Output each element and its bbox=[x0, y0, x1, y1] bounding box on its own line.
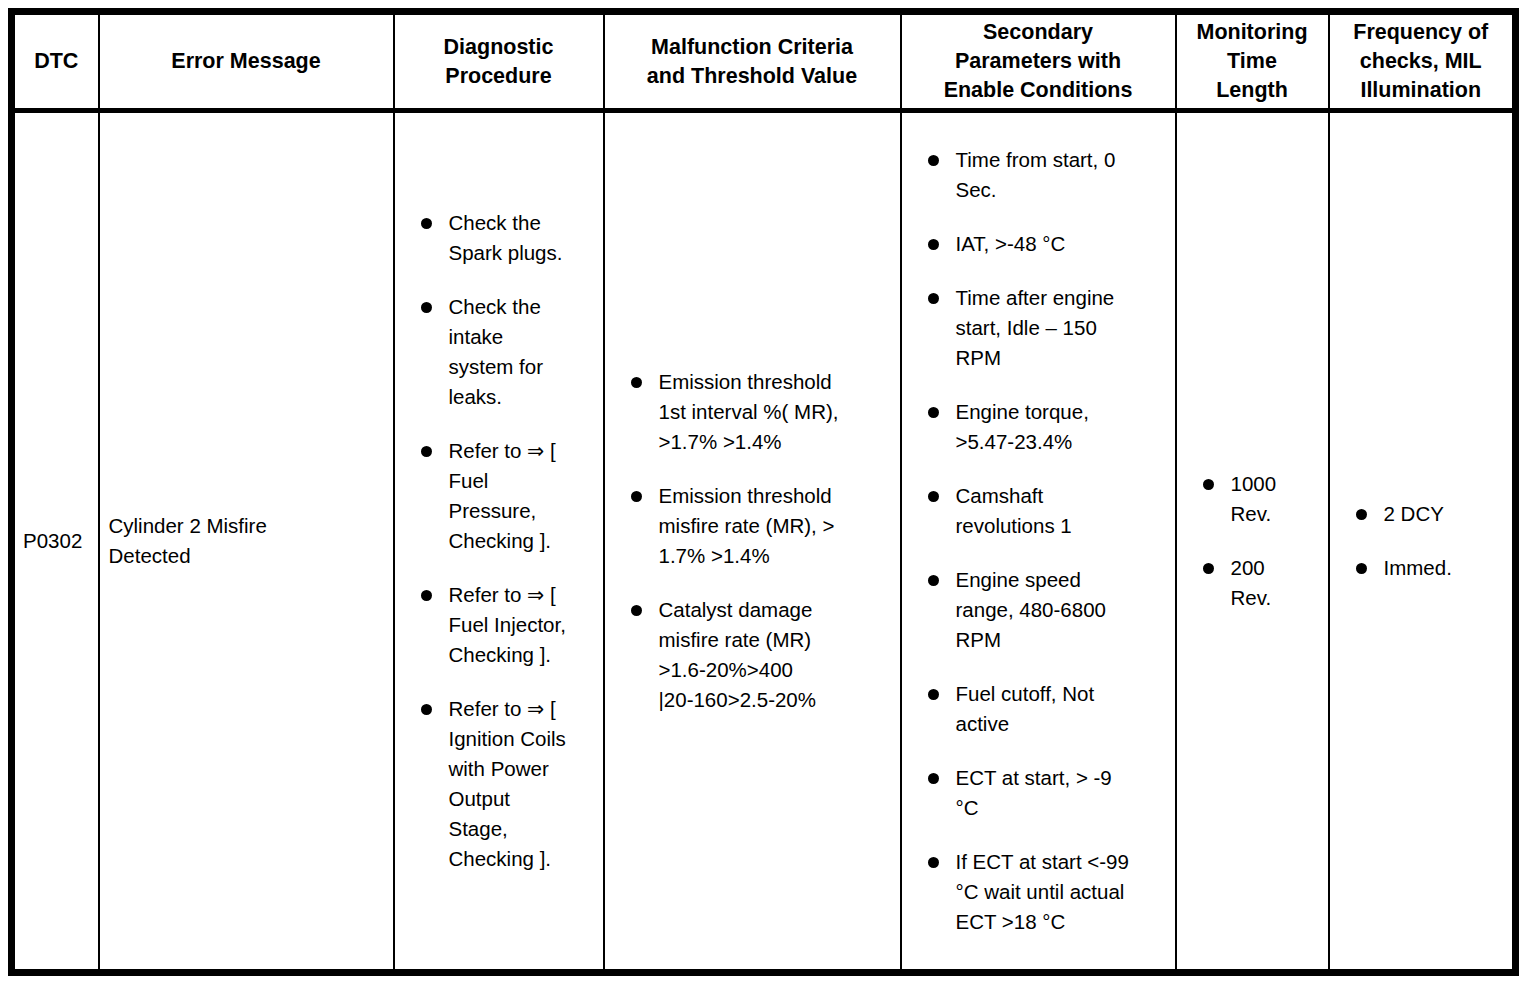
list-item: If ECT at start <-99 °C wait until actua… bbox=[928, 847, 1171, 937]
column-header-secondary-parameters: Secondary Parameters with Enable Conditi… bbox=[901, 12, 1176, 111]
bullet-icon bbox=[1203, 479, 1214, 490]
document-page: DTC Error Message Diagnostic Procedure M… bbox=[0, 0, 1520, 984]
list-item-text: Refer to ⇒ [ Ignition Coils with Power O… bbox=[449, 694, 566, 874]
list-item: ECT at start, > -9 °C bbox=[928, 763, 1171, 823]
monitoring-time-list: 1000 Rev. 200 Rev. bbox=[1177, 469, 1328, 613]
list-item: Refer to ⇒ [ Ignition Coils with Power O… bbox=[421, 694, 599, 874]
bullet-icon bbox=[631, 605, 642, 616]
diagnostic-procedure-list: Check the Spark plugs. Check the intake … bbox=[395, 208, 603, 874]
list-item: Time from start, 0 Sec. bbox=[928, 145, 1171, 205]
column-header-malfunction-criteria: Malfunction Criteria and Threshold Value bbox=[604, 12, 901, 111]
bullet-icon bbox=[421, 704, 432, 715]
column-header-error-message: Error Message bbox=[99, 12, 394, 111]
frequency-checks-cell: 2 DCY Immed. bbox=[1329, 111, 1516, 973]
bullet-icon bbox=[928, 407, 939, 418]
diagnostic-procedure-cell: Check the Spark plugs. Check the intake … bbox=[394, 111, 604, 973]
list-item-text: Engine speed range, 480-6800 RPM bbox=[956, 565, 1106, 655]
list-item-text: Immed. bbox=[1384, 553, 1452, 583]
list-item-text: IAT, >-48 °C bbox=[956, 229, 1066, 259]
list-item-text: 2 DCY bbox=[1384, 499, 1444, 529]
bullet-icon bbox=[928, 293, 939, 304]
bullet-icon bbox=[1356, 509, 1367, 520]
list-item-text: Check the Spark plugs. bbox=[449, 208, 563, 268]
list-item: 200 Rev. bbox=[1203, 553, 1324, 613]
list-item: Refer to ⇒ [ Fuel Pressure, Checking ]. bbox=[421, 436, 599, 556]
list-item: Check the Spark plugs. bbox=[421, 208, 599, 268]
list-item-text: Check the intake system for leaks. bbox=[449, 292, 544, 412]
list-item-text: Emission threshold misfire rate (MR), > … bbox=[659, 481, 835, 571]
dtc-table: DTC Error Message Diagnostic Procedure M… bbox=[8, 8, 1519, 976]
column-header-monitoring-time: Monitoring Time Length bbox=[1176, 12, 1329, 111]
list-item: Engine speed range, 480-6800 RPM bbox=[928, 565, 1171, 655]
bullet-icon bbox=[631, 377, 642, 388]
frequency-checks-list: 2 DCY Immed. bbox=[1330, 499, 1513, 583]
list-item-text: 200 Rev. bbox=[1231, 553, 1272, 613]
table-body: P0302 Cylinder 2 Misfire Detected Check … bbox=[12, 111, 1516, 973]
list-item: Immed. bbox=[1356, 553, 1509, 583]
list-item: IAT, >-48 °C bbox=[928, 229, 1171, 259]
list-item: Camshaft revolutions 1 bbox=[928, 481, 1171, 541]
column-header-diagnostic-procedure: Diagnostic Procedure bbox=[394, 12, 604, 111]
list-item: 2 DCY bbox=[1356, 499, 1509, 529]
list-item-text: Time after engine start, Idle – 150 RPM bbox=[956, 283, 1115, 373]
bullet-icon bbox=[421, 302, 432, 313]
list-item: Fuel cutoff, Not active bbox=[928, 679, 1171, 739]
list-item: 1000 Rev. bbox=[1203, 469, 1324, 529]
bullet-icon bbox=[421, 590, 432, 601]
dtc-code: P0302 bbox=[12, 111, 99, 973]
bullet-icon bbox=[928, 575, 939, 586]
bullet-icon bbox=[928, 491, 939, 502]
list-item: Check the intake system for leaks. bbox=[421, 292, 599, 412]
list-item: Catalyst damage misfire rate (MR) >1.6-2… bbox=[631, 595, 896, 715]
bullet-icon bbox=[928, 155, 939, 166]
list-item: Engine torque, >5.47-23.4% bbox=[928, 397, 1171, 457]
header-row: DTC Error Message Diagnostic Procedure M… bbox=[12, 12, 1516, 111]
list-item-text: Emission threshold 1st interval %( MR), … bbox=[659, 367, 839, 457]
list-item: Time after engine start, Idle – 150 RPM bbox=[928, 283, 1171, 373]
list-item-text: Camshaft revolutions 1 bbox=[956, 481, 1072, 541]
bullet-icon bbox=[631, 491, 642, 502]
list-item-text: Time from start, 0 Sec. bbox=[956, 145, 1116, 205]
bullet-icon bbox=[928, 857, 939, 868]
list-item: Emission threshold 1st interval %( MR), … bbox=[631, 367, 896, 457]
list-item-text: ECT at start, > -9 °C bbox=[956, 763, 1112, 823]
table-row: P0302 Cylinder 2 Misfire Detected Check … bbox=[12, 111, 1516, 973]
bullet-icon bbox=[928, 239, 939, 250]
bullet-icon bbox=[1356, 563, 1367, 574]
malfunction-criteria-cell: Emission threshold 1st interval %( MR), … bbox=[604, 111, 901, 973]
bullet-icon bbox=[1203, 563, 1214, 574]
bullet-icon bbox=[928, 689, 939, 700]
bullet-icon bbox=[928, 773, 939, 784]
list-item: Emission threshold misfire rate (MR), > … bbox=[631, 481, 896, 571]
column-header-frequency-checks: Frequency of checks, MIL Illumination bbox=[1329, 12, 1516, 111]
bullet-icon bbox=[421, 218, 432, 229]
malfunction-criteria-list: Emission threshold 1st interval %( MR), … bbox=[605, 367, 900, 715]
list-item-text: Catalyst damage misfire rate (MR) >1.6-2… bbox=[659, 595, 816, 715]
list-item: Refer to ⇒ [ Fuel Injector, Checking ]. bbox=[421, 580, 599, 670]
secondary-parameters-list: Time from start, 0 Sec. IAT, >-48 °C Tim… bbox=[902, 145, 1175, 937]
secondary-parameters-cell: Time from start, 0 Sec. IAT, >-48 °C Tim… bbox=[901, 111, 1176, 973]
list-item-text: Fuel cutoff, Not active bbox=[956, 679, 1095, 739]
column-header-dtc: DTC bbox=[12, 12, 99, 111]
list-item-text: If ECT at start <-99 °C wait until actua… bbox=[956, 847, 1129, 937]
error-message: Cylinder 2 Misfire Detected bbox=[99, 111, 394, 973]
list-item-text: 1000 Rev. bbox=[1231, 469, 1277, 529]
table-header: DTC Error Message Diagnostic Procedure M… bbox=[12, 12, 1516, 111]
list-item-text: Engine torque, >5.47-23.4% bbox=[956, 397, 1089, 457]
list-item-text: Refer to ⇒ [ Fuel Injector, Checking ]. bbox=[449, 580, 566, 670]
bullet-icon bbox=[421, 446, 432, 457]
list-item-text: Refer to ⇒ [ Fuel Pressure, Checking ]. bbox=[449, 436, 556, 556]
monitoring-time-cell: 1000 Rev. 200 Rev. bbox=[1176, 111, 1329, 973]
